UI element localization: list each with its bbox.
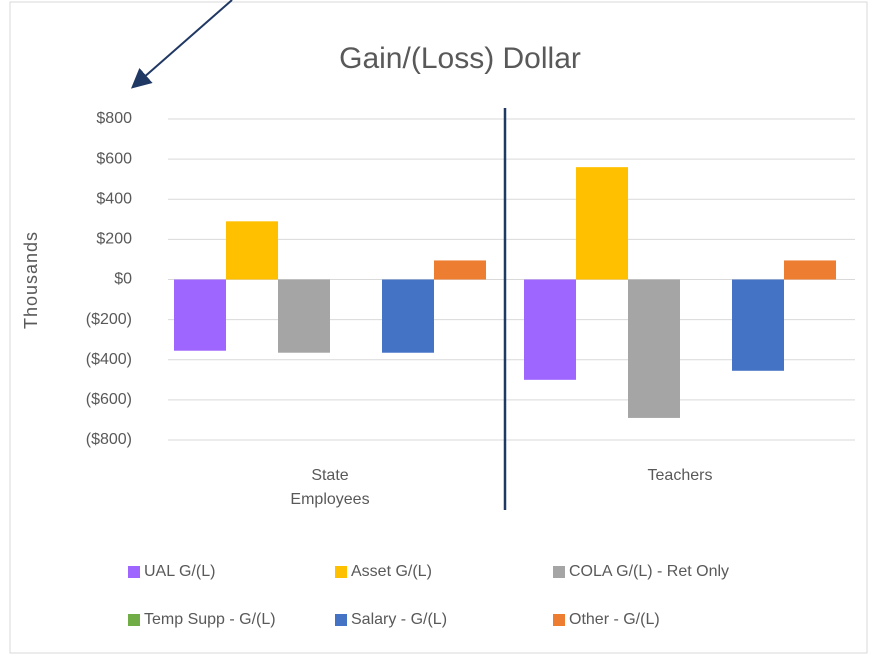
bar	[524, 279, 576, 380]
legend-label: Asset G/(L)	[351, 563, 432, 580]
legend-label: Temp Supp - G/(L)	[144, 611, 276, 628]
chart-title: Gain/(Loss) Dollar	[339, 42, 581, 75]
legend-label: UAL G/(L)	[144, 563, 215, 580]
y-tick-label: $200	[96, 231, 132, 248]
legend-swatch	[128, 566, 140, 578]
y-tick-label: ($800)	[86, 431, 132, 448]
chart-border	[9, 1, 868, 654]
y-tick-label: $600	[96, 150, 132, 167]
y-tick-label: ($600)	[86, 391, 132, 408]
y-axis-label: Thousands	[21, 231, 41, 329]
bar	[784, 260, 836, 280]
bar	[732, 279, 784, 371]
legend-swatch	[128, 614, 140, 626]
legend-label: Other - G/(L)	[569, 611, 660, 628]
x-tick-label: Teachers	[647, 467, 713, 484]
y-tick-label: $800	[96, 110, 132, 127]
bar	[628, 279, 680, 418]
legend-swatch	[553, 566, 565, 578]
y-tick-label: $400	[96, 190, 132, 207]
y-tick-label: ($400)	[86, 351, 132, 368]
legend-label: COLA G/(L) - Ret Only	[569, 563, 729, 580]
y-tick-label: ($200)	[86, 311, 132, 328]
bar	[434, 260, 486, 280]
bar	[226, 221, 278, 280]
legend-swatch	[335, 566, 347, 578]
legend-swatch	[335, 614, 347, 626]
bar	[576, 167, 628, 280]
bar	[174, 279, 226, 351]
legend-label: Salary - G/(L)	[351, 611, 447, 628]
x-tick-label: State Employees	[290, 467, 370, 508]
bar	[278, 279, 330, 353]
y-tick-label: $0	[114, 271, 132, 288]
legend-swatch	[553, 614, 565, 626]
arrow	[130, 0, 233, 89]
bar	[382, 279, 434, 353]
